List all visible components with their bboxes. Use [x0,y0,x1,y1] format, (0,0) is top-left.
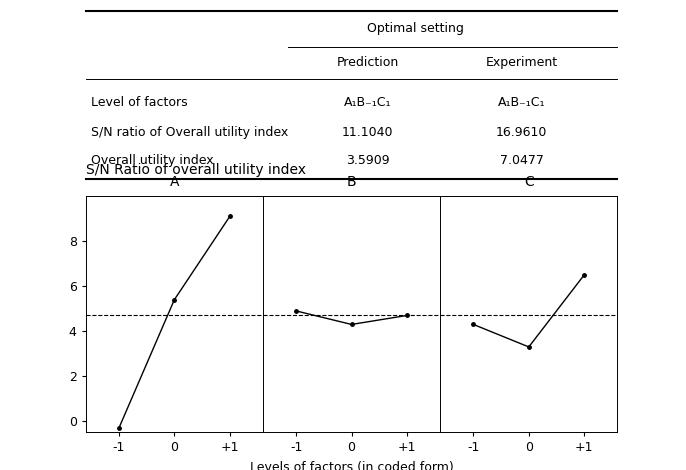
Text: Level of factors: Level of factors [91,96,188,109]
Text: A₁B₋₁C₁: A₁B₋₁C₁ [498,96,545,109]
Text: S/N ratio of Overall utility index: S/N ratio of Overall utility index [91,125,288,139]
Text: Levels of factors (in coded form): Levels of factors (in coded form) [250,461,453,470]
Text: A₁B₋₁C₁: A₁B₋₁C₁ [344,96,391,109]
Text: C: C [524,175,534,189]
Text: S/N Ratio of overall utility index: S/N Ratio of overall utility index [86,164,306,178]
Text: Optimal setting: Optimal setting [367,23,464,35]
Text: 3.5909: 3.5909 [346,154,390,167]
Text: A: A [169,175,179,189]
Text: 11.1040: 11.1040 [342,125,393,139]
Text: Experiment: Experiment [486,56,558,69]
Text: 16.9610: 16.9610 [496,125,547,139]
Text: B: B [346,175,357,189]
Text: 7.0477: 7.0477 [500,154,543,167]
Text: Prediction: Prediction [336,56,399,69]
Text: Overall utility index: Overall utility index [91,154,214,167]
